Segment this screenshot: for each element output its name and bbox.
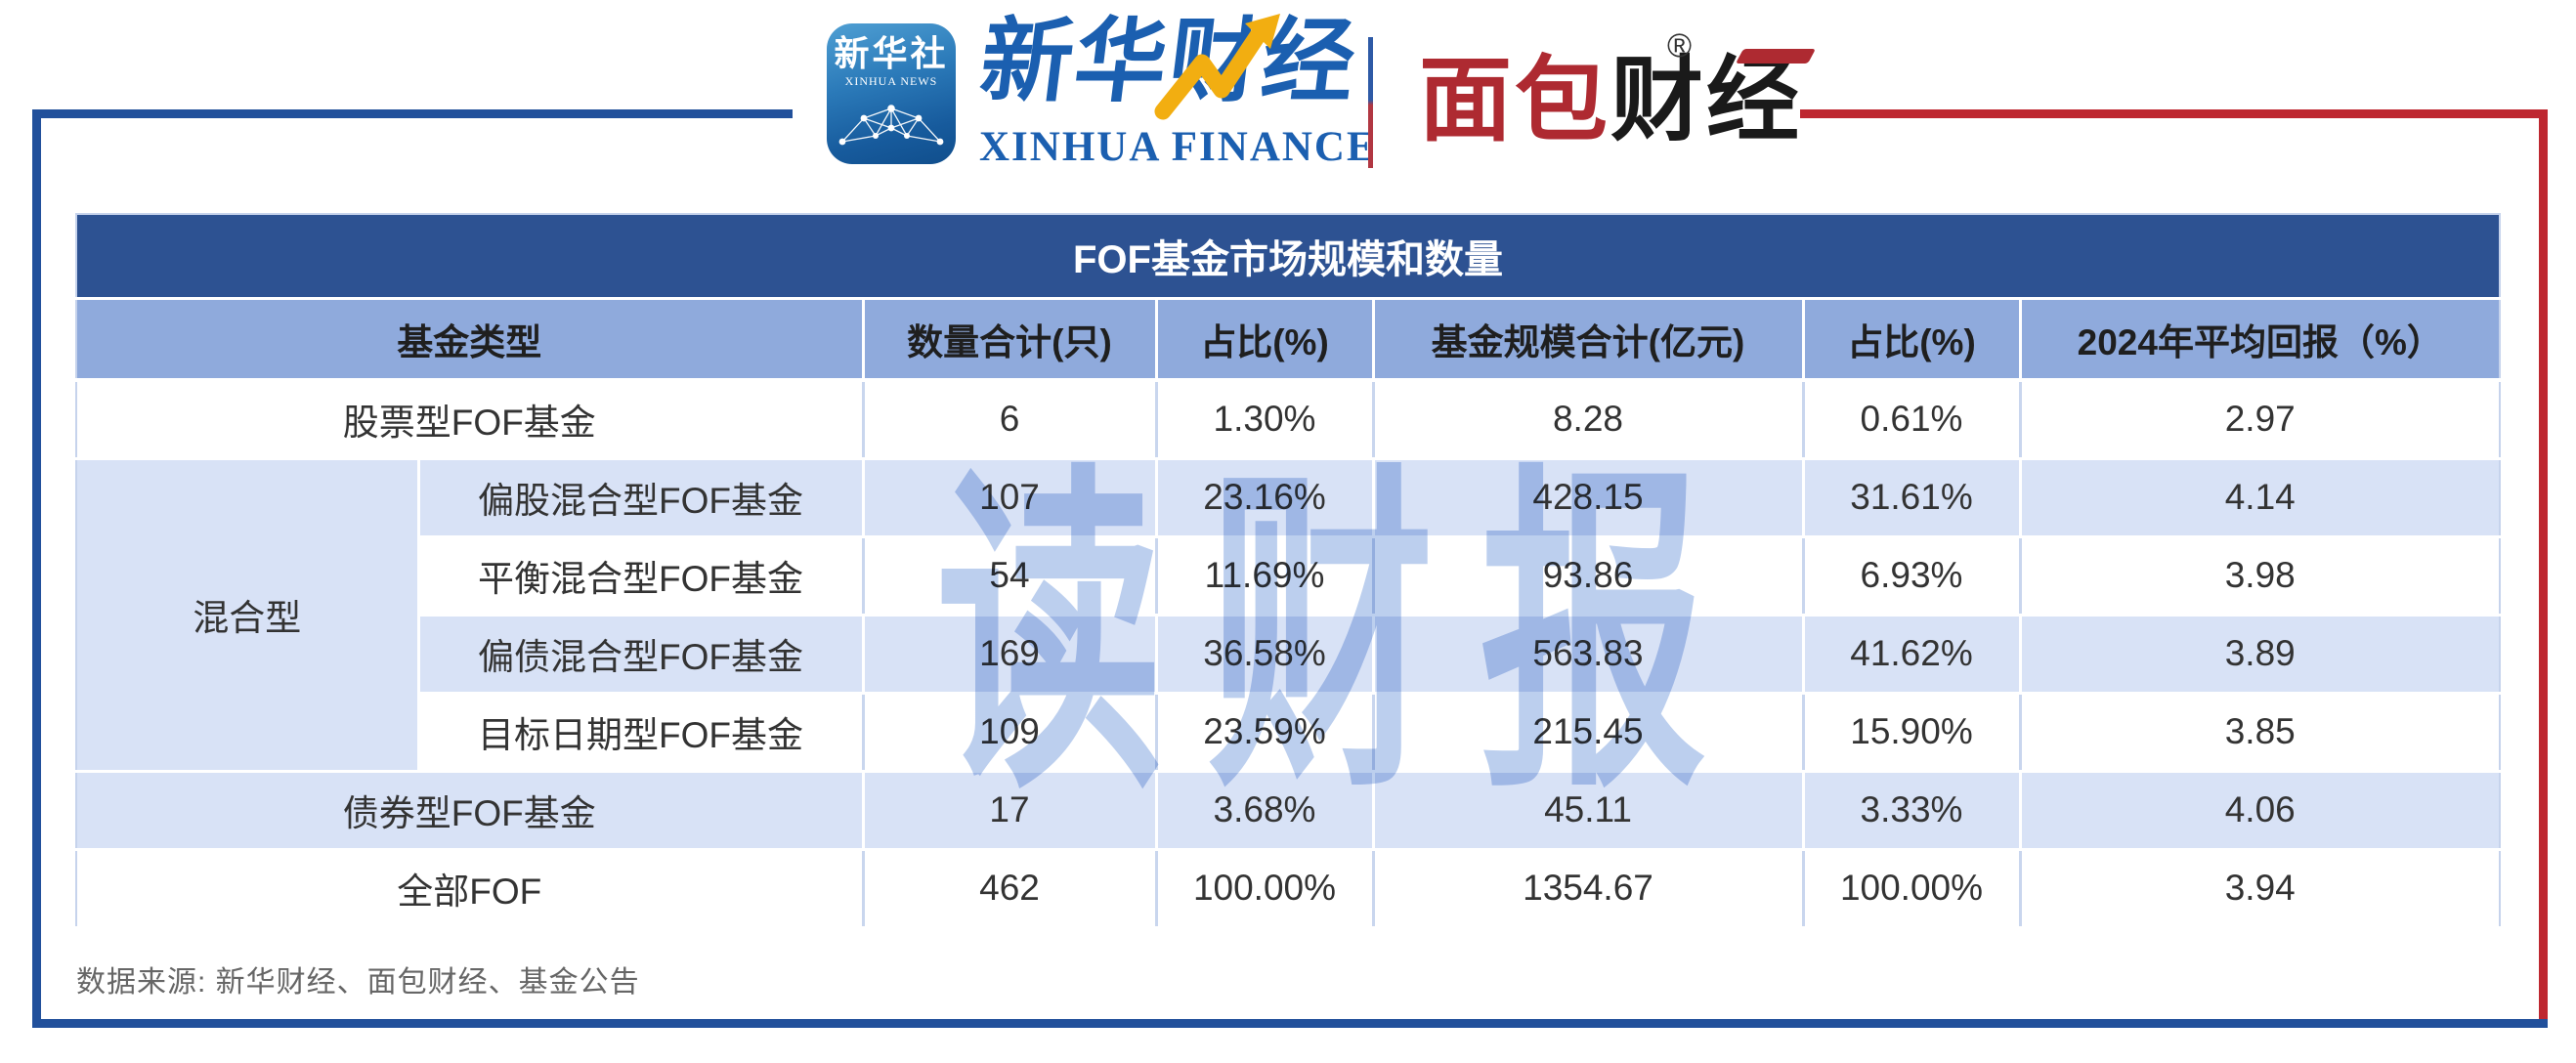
cell-category-group: 混合型 (76, 458, 420, 773)
cell-subcategory: 目标日期型FOF基金 (418, 693, 865, 773)
data-source-note: 数据来源: 新华财经、面包财经、基金公告 (76, 966, 640, 999)
cell-scale: 45.11 (1373, 771, 1805, 851)
col-scale-share: 占比(%) (1803, 298, 2022, 382)
cell-scale: 8.28 (1373, 380, 1805, 460)
cell-scale-share: 15.90% (1803, 693, 2022, 773)
xinhua-finance-en-wordmark: XINHUA FINANCE (979, 124, 1377, 170)
cell-subcategory: 平衡混合型FOF基金 (418, 536, 865, 617)
cell-scale-share: 0.61% (1803, 380, 2022, 460)
col-return: 2024年平均回报（%） (2020, 298, 2500, 382)
cell-scale-share: 6.93% (1803, 536, 2022, 617)
table-row: 偏债混合型FOF基金 169 36.58% 563.83 41.62% 3.89 (76, 615, 2500, 695)
cell-category: 股票型FOF基金 (76, 380, 865, 460)
cell-count-share: 23.16% (1156, 458, 1375, 538)
cell-count: 462 (863, 849, 1158, 929)
cell-scale-share: 31.61% (1803, 458, 2022, 538)
table-row: 股票型FOF基金 6 1.30% 8.28 0.61% 2.97 (76, 380, 2500, 460)
cell-scale: 563.83 (1373, 615, 1805, 695)
cell-count: 6 (863, 380, 1158, 460)
cell-count-share: 23.59% (1156, 693, 1375, 773)
xinhua-news-icon-label: 新华社 (834, 33, 949, 73)
mianbao-finance-logo: 面包财经 ® (1419, 27, 1816, 160)
table-row: 平衡混合型FOF基金 54 11.69% 93.86 6.93% 3.98 (76, 536, 2500, 617)
network-constellation-icon (838, 105, 944, 146)
frame-border-bottom (32, 1019, 2548, 1028)
cell-category: 全部FOF (76, 849, 865, 929)
cell-scale: 428.15 (1373, 458, 1805, 538)
cell-return: 3.98 (2020, 536, 2500, 617)
xinhua-news-icon-sublabel: XINHUA NEWS (844, 74, 938, 88)
cell-count: 169 (863, 615, 1158, 695)
cell-scale-share: 3.33% (1803, 771, 2022, 851)
col-scale: 基金规模合计(亿元) (1373, 298, 1805, 382)
col-count: 数量合计(只) (863, 298, 1158, 382)
cell-return: 4.14 (2020, 458, 2500, 538)
cell-count: 107 (863, 458, 1158, 538)
frame-border-left (32, 109, 41, 1028)
cell-count-share: 3.68% (1156, 771, 1375, 851)
cell-subcategory: 偏债混合型FOF基金 (418, 615, 865, 695)
xinhua-finance-logo: 新华财经 XINHUA FINANCE (975, 8, 1375, 172)
frame-border-top-left (32, 109, 793, 118)
cell-category: 债券型FOF基金 (76, 771, 865, 851)
cell-return: 3.89 (2020, 615, 2500, 695)
cell-subcategory: 偏股混合型FOF基金 (418, 458, 865, 538)
cell-return: 2.97 (2020, 380, 2500, 460)
mianbao-wordmark-red: 面包 (1419, 49, 1611, 152)
table-row: 债券型FOF基金 17 3.68% 45.11 3.33% 4.06 (76, 771, 2500, 851)
table-header-row: 基金类型 数量合计(只) 占比(%) 基金规模合计(亿元) 占比(%) 2024… (76, 298, 2500, 382)
cell-scale: 93.86 (1373, 536, 1805, 617)
cell-return: 3.94 (2020, 849, 2500, 929)
cell-count: 109 (863, 693, 1158, 773)
cell-return: 3.85 (2020, 693, 2500, 773)
col-count-share: 占比(%) (1156, 298, 1375, 382)
cell-count-share: 36.58% (1156, 615, 1375, 695)
fof-market-table: FOF基金市场规模和数量 基金类型 数量合计(只) 占比(%) 基金规模合计(亿… (75, 213, 2501, 929)
cell-scale-share: 100.00% (1803, 849, 2022, 929)
frame-border-right (2539, 109, 2548, 1028)
cell-count-share: 1.30% (1156, 380, 1375, 460)
table-row: 混合型 偏股混合型FOF基金 107 23.16% 428.15 31.61% 4.14 (76, 458, 2500, 773)
col-fund-type: 基金类型 (76, 298, 865, 382)
cell-return: 4.06 (2020, 771, 2500, 851)
cell-scale: 1354.67 (1373, 849, 1805, 929)
registered-trademark-icon: ® (1667, 27, 1693, 64)
table-row: 全部FOF 462 100.00% 1354.67 100.00% 3.94 (76, 849, 2500, 929)
xinhua-news-app-icon: 新华社 XINHUA NEWS (827, 23, 956, 164)
table-title-row: FOF基金市场规模和数量 (76, 214, 2500, 300)
cell-count: 54 (863, 536, 1158, 617)
frame-border-top-right (1800, 109, 2548, 118)
table-title: FOF基金市场规模和数量 (76, 214, 2500, 300)
brand-divider-line (1368, 37, 1373, 168)
cell-scale-share: 41.62% (1803, 615, 2022, 695)
cell-scale: 215.45 (1373, 693, 1805, 773)
cell-count-share: 11.69% (1156, 536, 1375, 617)
cell-count: 17 (863, 771, 1158, 851)
table-row: 目标日期型FOF基金 109 23.59% 215.45 15.90% 3.85 (76, 693, 2500, 773)
mianbao-wordmark-black: 财经 (1610, 49, 1803, 152)
cell-count-share: 100.00% (1156, 849, 1375, 929)
gold-arrow-bolt-icon (1154, 14, 1280, 120)
mianbao-red-accent-stroke (1736, 49, 1816, 64)
